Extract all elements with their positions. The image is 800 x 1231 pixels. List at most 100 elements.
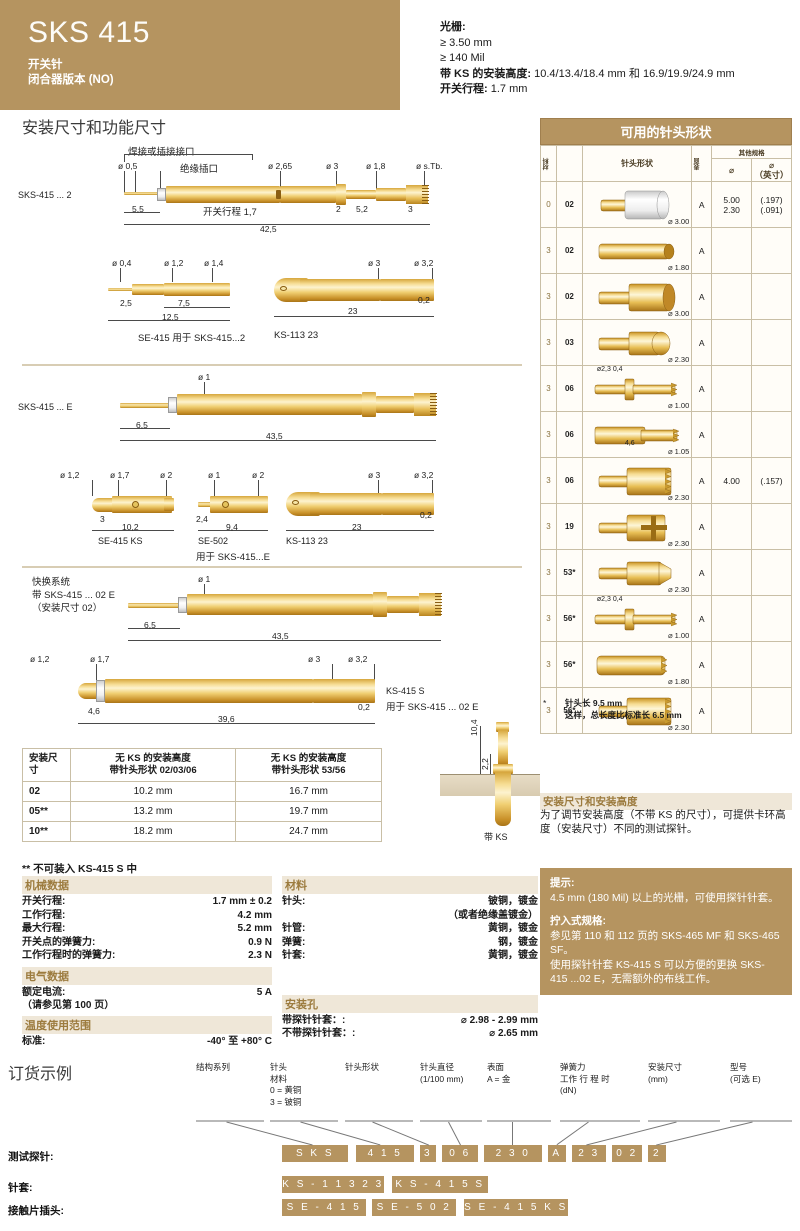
- cell-diameter: ⌀ 1.00: [668, 401, 690, 410]
- cell-shape-picture: ø2,3 0,4 ⌀ 1.00: [581, 595, 693, 642]
- col-h-5356: 无 KS 的安装高度 带针头形状 53/56: [235, 748, 382, 782]
- order-code-chip[interactable]: 2 3 0: [484, 1145, 542, 1162]
- order-code-chip[interactable]: 2: [648, 1145, 666, 1162]
- cell-diameter: ⌀ 3.00: [668, 217, 690, 226]
- cell-size: 10**: [22, 821, 71, 842]
- drawing-with-ks: 10,4 2,2 带 KS: [440, 719, 540, 862]
- order-code-chip[interactable]: S E - 4 1 5 K S: [464, 1199, 568, 1216]
- caption-se415: SE-415 用于 SKS-415...2: [138, 333, 246, 344]
- dim-2: 2: [336, 204, 341, 214]
- mount-height-body: 为了调节安装高度（不带 KS 的尺寸），可提供卡环高度（安装尺寸）不同的测试探针…: [540, 809, 786, 835]
- order-column-label: 表面 A = 金: [487, 1062, 510, 1085]
- tip-table-row: 3 19 ⌀ 2.30 A: [540, 503, 792, 550]
- order-column-rule: [560, 1120, 640, 1122]
- order-code-chip[interactable]: 0 6: [442, 1145, 478, 1162]
- material-data-block: 材料 针头: 铍铜，镀金 （或者绝缘盖镀金） 针管: 黄铜，镀金 弹簧: 钢，镀金 针…: [282, 876, 538, 1041]
- order-code-chip[interactable]: A: [548, 1145, 566, 1162]
- cell-material: 3: [540, 503, 557, 550]
- screw-body-1: 参见第 110 和 112 页的 SKS-465 MF 和 SKS-465 SF…: [550, 929, 780, 957]
- cell-diameter: ⌀ 2.30: [668, 585, 690, 594]
- footnote-line-1: 针头长 9.5 mm: [565, 698, 623, 708]
- cell-shape-code: 02: [555, 227, 583, 274]
- order-code-chip[interactable]: 0 2: [612, 1145, 642, 1162]
- spec-switch-travel-label: 开关行程:: [440, 83, 488, 95]
- order-code-chip[interactable]: 2 3: [572, 1145, 606, 1162]
- tip-table-header-row: 材料 针头形状 表面 其他规格: [540, 145, 792, 182]
- cell-other-inch: [751, 319, 792, 366]
- dim-d3-c: ø 3: [368, 470, 381, 480]
- col-surface: 表面: [691, 145, 713, 182]
- cell-surface: A: [691, 181, 713, 228]
- dim-396: 39,6: [218, 714, 235, 724]
- cell-shape-code: 06: [555, 365, 583, 412]
- cell-surface: A: [691, 503, 713, 550]
- order-code-chip[interactable]: K S - 4 1 5 S: [392, 1176, 488, 1193]
- mount-height-heading: 安装尺寸和安装高度: [540, 793, 792, 810]
- dim-d32-d: ø 3,2: [348, 654, 368, 664]
- cell-other-inch: [751, 549, 792, 596]
- dim-25: 2,5: [120, 298, 132, 308]
- cell-shape-picture: ø2,3 0,4 ⌀ 1.00: [581, 365, 693, 412]
- dim-dstb: ø s.Tb.: [416, 161, 443, 171]
- spec-mount-height-label: 带 KS 的安装高度:: [440, 67, 532, 80]
- cell-other-mm: [711, 595, 753, 642]
- col-other-mm: ⌀: [711, 158, 753, 182]
- order-column-line: 安装尺寸: [648, 1062, 683, 1072]
- install-dimensions-table: 安装尺寸 无 KS 的安装高度 带针头形状 02/03/06 无 KS 的安装高度…: [22, 748, 382, 842]
- tip-shapes-table: 材料 针头形状 表面 其他规格 ⌀ ⌀ （英寸） 0 02: [540, 145, 792, 734]
- cell-shape-code: 53*: [555, 549, 583, 596]
- dim-d265: ø 2,65: [268, 161, 293, 171]
- dim-3-b: 3: [100, 514, 105, 524]
- order-column-rule: [648, 1120, 720, 1122]
- dim-d3-d: ø 3: [308, 654, 321, 664]
- electrical-heading: 电气数据: [22, 966, 272, 985]
- quickchange-title-3: （安装尺寸 02）: [32, 603, 103, 614]
- table-row: 02 10.2 mm 16.7 mm: [22, 781, 382, 802]
- order-row-label: 接触片插头:: [8, 1205, 64, 1217]
- cell-shape-picture: 4,6 ⌀ 1.05: [581, 411, 693, 458]
- tip-table-row: 3 53* ⌀ 2.30 A: [540, 549, 792, 596]
- dim-d12-b: ø 1,2: [60, 470, 80, 480]
- order-code-chip[interactable]: 3: [420, 1145, 436, 1162]
- order-code-chip[interactable]: S E - 5 0 2: [372, 1199, 456, 1216]
- cell-material: 3: [540, 365, 557, 412]
- cell-other-inch: (.157): [751, 457, 792, 504]
- tip-table-row: 0 02 ⌀ 3.00 A 5.00 2.30 (.197) (.091): [540, 181, 792, 228]
- cell-other-inch: [751, 227, 792, 274]
- order-code-chip[interactable]: 4 1 5: [356, 1145, 414, 1162]
- cell-other-inch: [751, 503, 792, 550]
- dim-435-b: 43,5: [272, 631, 289, 641]
- order-code-chip[interactable]: S K S: [282, 1145, 348, 1162]
- cell-surface: A: [691, 227, 713, 274]
- order-column-line: 针头形状: [345, 1062, 380, 1072]
- electrical-note: （请参见第 100 页）: [22, 1000, 115, 1011]
- order-column-rule: [487, 1120, 551, 1122]
- tip-table-footnote: * 针头长 9.5 mm 这样，总长度比标准长 6.5 mm: [543, 697, 795, 721]
- hint-title: 提示:: [550, 877, 575, 889]
- tip-table-row: 3 02 ⌀ 3.00 A: [540, 273, 792, 320]
- order-column-line: 工作 行 程 时: [560, 1073, 610, 1084]
- cell-material: 3: [540, 273, 557, 320]
- cell-h-5356: 19.7 mm: [235, 801, 382, 822]
- dim-75: 7,5: [178, 298, 190, 308]
- cell-other-mm: [711, 641, 753, 688]
- order-column-rule: [420, 1120, 482, 1122]
- spec-mount-height-value: 10.4/13.4/18.4 mm 和 16.9/19.9/24.9 mm: [534, 67, 735, 80]
- cell-shape-code: 06: [555, 457, 583, 504]
- cell-shape-code: 06: [555, 411, 583, 458]
- data-row: 针管: 黄铜，镀金: [282, 923, 538, 934]
- cell-shape-code: 02: [555, 273, 583, 320]
- order-code-chip[interactable]: K S - 1 1 3 2 3: [282, 1176, 384, 1193]
- order-code-chip[interactable]: S E - 4 1 5: [282, 1199, 366, 1216]
- callout-insulation-label: 绝缘插口: [180, 164, 219, 175]
- cell-shape-picture: ⌀ 2.30: [581, 549, 693, 596]
- cell-shape-code: 56*: [555, 641, 583, 688]
- order-column-line: (可选 E): [730, 1073, 761, 1084]
- order-column-label: 安装尺寸 (mm): [648, 1062, 682, 1085]
- dim-23-b: 23: [352, 522, 362, 532]
- data-row: 针套: 黄铜，镀金: [282, 950, 538, 961]
- cell-h-5356: 24.7 mm: [235, 821, 382, 842]
- tip-table-row: 3 06 ø2,3 0,4 ⌀ 1.00 A: [540, 365, 792, 412]
- dim-d04: ø 0,4: [112, 258, 132, 268]
- cell-diameter: ⌀ 2.30: [668, 723, 690, 732]
